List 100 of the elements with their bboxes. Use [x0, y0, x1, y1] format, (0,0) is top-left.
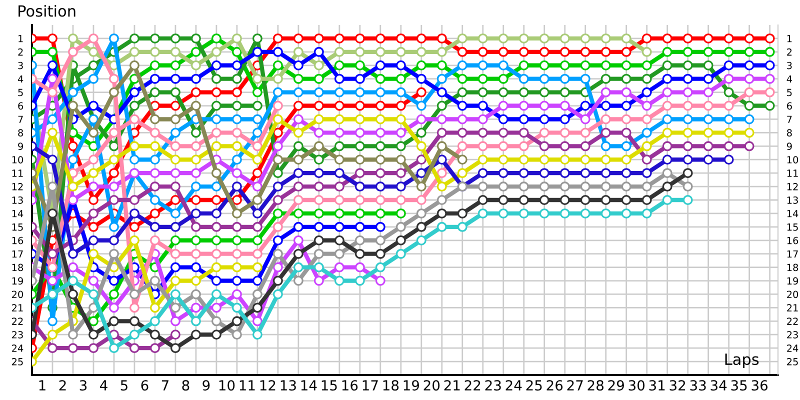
point: [600, 46, 611, 57]
point: [108, 74, 119, 84]
y-tick-label: 12: [12, 183, 23, 190]
point: [252, 222, 262, 232]
point: [560, 208, 570, 218]
point: [211, 46, 222, 57]
point: [293, 87, 304, 98]
point: [682, 195, 693, 205]
point: [150, 235, 160, 246]
point: [293, 33, 304, 44]
point: [129, 302, 140, 313]
point: [478, 195, 488, 205]
point: [478, 128, 488, 138]
point: [518, 141, 529, 152]
point: [68, 343, 78, 354]
point: [642, 60, 652, 70]
point: [47, 74, 58, 84]
point: [478, 208, 488, 218]
x-tick-label: 22: [464, 380, 480, 390]
x-tick-label: 28: [588, 380, 604, 391]
point: [457, 100, 468, 111]
point: [682, 87, 693, 98]
point: [375, 60, 386, 70]
point: [334, 128, 344, 138]
point: [354, 208, 365, 218]
x-tick-label: 26: [546, 380, 563, 391]
y2-tick-label: 15: [787, 224, 798, 231]
point: [478, 46, 488, 57]
point: [416, 114, 426, 124]
point: [170, 195, 180, 205]
point: [190, 208, 201, 218]
point: [375, 235, 386, 246]
point: [560, 100, 570, 111]
point: [764, 100, 775, 111]
y2-tick-label: 13: [787, 196, 798, 204]
point: [416, 46, 426, 57]
point: [498, 168, 508, 178]
point: [396, 128, 406, 138]
y-tick-label: 25: [12, 358, 23, 366]
point: [703, 128, 714, 138]
point: [232, 114, 242, 124]
point: [580, 33, 590, 44]
point: [396, 248, 406, 259]
point: [252, 316, 262, 326]
point: [354, 182, 365, 192]
point: [252, 289, 262, 300]
point: [190, 60, 201, 70]
point: [129, 141, 140, 152]
point: [190, 168, 201, 178]
x-tick-label: 24: [506, 380, 522, 390]
point: [334, 262, 344, 272]
point: [190, 141, 201, 152]
point: [129, 222, 140, 232]
point: [47, 33, 58, 44]
point: [354, 114, 365, 124]
point: [88, 316, 98, 326]
point: [150, 154, 160, 165]
point: [662, 128, 672, 138]
point: [396, 141, 406, 152]
point: [416, 168, 426, 178]
y-tick-label: 11: [12, 170, 23, 177]
y-tick-label: 20: [12, 290, 24, 298]
point: [642, 114, 652, 124]
point: [211, 222, 222, 232]
point: [129, 289, 140, 300]
point: [396, 74, 406, 84]
point: [539, 60, 550, 70]
point: [457, 33, 468, 44]
point: [190, 302, 201, 313]
point: [88, 33, 98, 44]
point: [232, 208, 242, 218]
point: [436, 46, 447, 57]
point: [211, 248, 222, 259]
x-axis-title: Laps: [725, 354, 759, 368]
x-tick-label: 2: [59, 380, 66, 390]
point: [293, 60, 304, 70]
point: [744, 100, 754, 111]
point: [436, 87, 447, 98]
point: [47, 182, 58, 192]
point: [642, 46, 652, 57]
point: [190, 316, 201, 326]
y-tick-label: 3: [18, 62, 23, 70]
point: [68, 248, 78, 259]
point: [600, 208, 611, 218]
point: [252, 128, 262, 138]
point: [150, 316, 160, 326]
point: [211, 302, 222, 313]
y-tick-label: 13: [12, 196, 23, 204]
point: [252, 141, 262, 152]
point: [293, 222, 304, 232]
point: [621, 74, 632, 84]
x-tick-label: 12: [260, 380, 276, 390]
point: [170, 141, 180, 152]
point: [600, 74, 611, 84]
point: [580, 74, 590, 84]
point: [764, 87, 775, 98]
point: [252, 330, 262, 340]
point: [621, 195, 632, 205]
point: [375, 87, 386, 98]
point: [252, 262, 262, 272]
